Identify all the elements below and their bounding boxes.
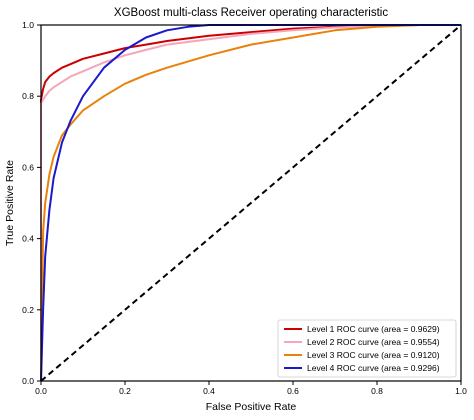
- legend-label-level-1: Level 1 ROC curve (area = 0.9629): [307, 324, 440, 334]
- roc-curve-level-2: [40, 24, 461, 381]
- legend-label-level-2: Level 2 ROC curve (area = 0.9554): [307, 337, 440, 347]
- legend-label-level-3: Level 3 ROC curve (area = 0.9120): [307, 350, 440, 360]
- x-axis: 0.0 0.2 0.4 0.6 0.8 1.0: [35, 381, 467, 396]
- legend-box: [277, 319, 457, 378]
- roc-curve-level-3: [40, 24, 461, 382]
- chart-title: XGBoost multi-class Receiver operating c…: [114, 7, 388, 19]
- y-tick-label: 0.8: [22, 91, 34, 101]
- x-tick-label: 1.0: [455, 386, 467, 396]
- legend-label-level-4: Level 4 ROC curve (area = 0.9296): [307, 363, 440, 373]
- plot-area: [40, 24, 462, 382]
- y-axis: 0.0 0.2 0.4 0.6 0.8 1.0: [22, 20, 41, 386]
- x-tick-label: 0.2: [119, 386, 131, 396]
- plot-frame: [40, 24, 462, 382]
- y-tick-label: 0.4: [22, 234, 34, 244]
- legend: Level 1 ROC curve (area = 0.9629) Level 2…: [277, 319, 457, 378]
- y-axis-label: True Positive Rate: [4, 160, 16, 246]
- x-tick-label: 0.0: [35, 386, 47, 396]
- x-tick-label: 0.8: [371, 386, 383, 396]
- y-tick-label: 0.2: [22, 305, 34, 315]
- y-tick-label: 0.0: [22, 376, 34, 386]
- x-axis-label: False Positive Rate: [206, 401, 297, 413]
- y-tick-label: 1.0: [22, 20, 34, 30]
- chance-diagonal-line: [40, 24, 462, 382]
- x-tick-label: 0.4: [203, 386, 215, 396]
- y-tick-label: 0.6: [22, 162, 34, 172]
- x-tick-label: 0.6: [287, 386, 299, 396]
